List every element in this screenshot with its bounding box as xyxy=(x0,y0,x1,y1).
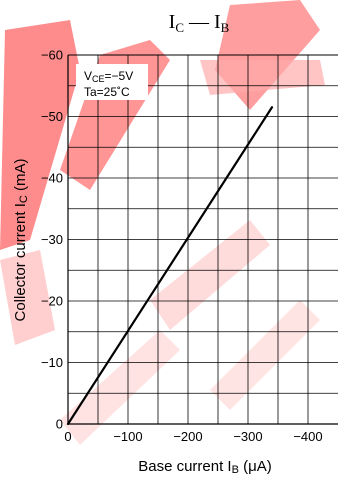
y-label-sub: C xyxy=(18,195,30,203)
y-tick-label: −40 xyxy=(41,171,63,186)
x-tick-label: −300 xyxy=(233,429,262,444)
chart-title-text: IC — IB xyxy=(169,11,230,35)
y-axis-ticks: 0 −10 −20 −30 −40 −50 −60 xyxy=(41,48,63,432)
y-axis-label: Collector current IC (mA) xyxy=(12,159,30,322)
condition-prefix: V xyxy=(84,69,92,83)
x-axis-label: Base current IB (μA) xyxy=(138,458,272,476)
condition-prefix: Ta=25˚C xyxy=(84,85,130,99)
title-sub2: B xyxy=(221,20,230,35)
condition-line-1: Ta=25˚C xyxy=(84,85,130,99)
x-tick-label: −200 xyxy=(173,429,202,444)
title-main2: I xyxy=(214,11,221,33)
series-line-0 xyxy=(66,106,274,426)
title-dash: — xyxy=(184,11,214,33)
y-label-unit: (mA) xyxy=(12,159,29,196)
y-tick-label: −20 xyxy=(41,294,63,309)
title-sub1: C xyxy=(175,20,184,35)
y-tick-label: 0 xyxy=(56,417,63,432)
x-tick-label: −100 xyxy=(113,429,142,444)
x-label-sub: B xyxy=(232,464,239,476)
y-tick-label: −50 xyxy=(41,109,63,124)
x-axis-label-text: Base current IB (μA) xyxy=(138,458,272,476)
y-axis-label-text: Collector current IC (mA) xyxy=(12,159,30,322)
y-tick-label: −10 xyxy=(41,355,63,370)
series-layer xyxy=(66,106,274,426)
plot-frame xyxy=(67,54,338,425)
x-label-unit: (μA) xyxy=(239,458,272,475)
conditions-backdrop xyxy=(76,64,148,100)
condition-sub: CE xyxy=(92,74,105,84)
y-tick-label: −30 xyxy=(41,232,63,247)
grid xyxy=(68,54,338,424)
y-tick-label: −60 xyxy=(41,48,63,63)
x-label-prefix: Base current I xyxy=(138,458,231,475)
y-label-prefix: Collector current I xyxy=(12,203,29,321)
x-tick-label: −400 xyxy=(293,429,322,444)
watermark xyxy=(0,0,325,445)
x-tick-label: 0 xyxy=(64,429,71,444)
x-axis-ticks: 0 −100 −200 −300 −400 xyxy=(64,429,322,444)
title-main: I xyxy=(169,11,176,33)
chart-title: IC — IB xyxy=(169,11,230,35)
condition-line-0: VCE=−5V xyxy=(84,69,133,84)
condition-rest: =−5V xyxy=(105,69,134,83)
